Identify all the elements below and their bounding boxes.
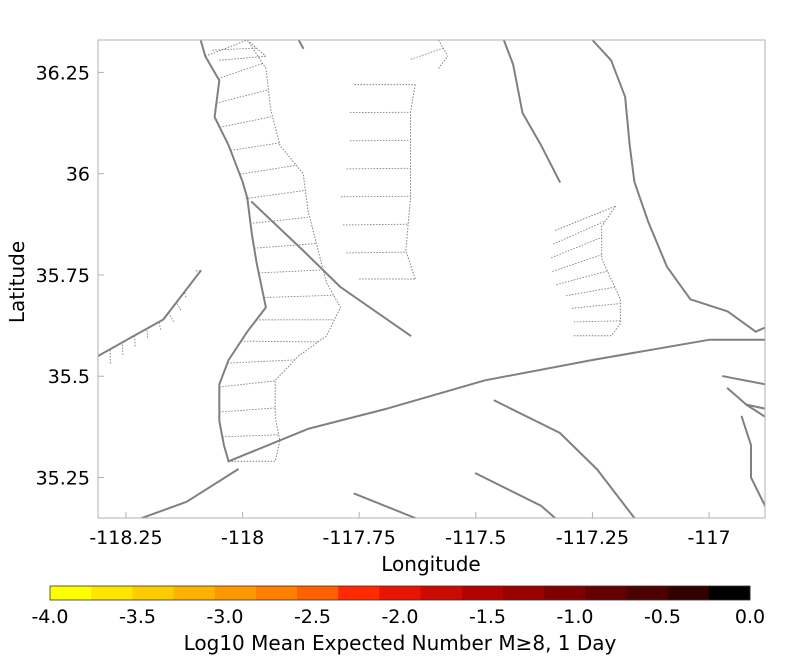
colorbar-swatch [544,586,586,600]
fault-trace [493,399,636,518]
x-axis-ticks: -118.25 -118 -117.75 -117.5 -117.25 -117 [89,512,731,549]
colorbar-swatch [708,586,751,600]
fault-trace [353,492,417,518]
y-tick-label: 36.25 [36,62,90,84]
y-tick-label: 35.75 [36,265,90,287]
colorbar-tick-label: -4.0 [31,606,68,628]
x-tick-label: -117.5 [445,527,506,549]
fault-trace [754,326,765,333]
colorbar-swatch [667,586,710,600]
x-tick-label: -118 [221,527,264,549]
x-tick-label: -117.75 [323,527,396,549]
x-tick-label: -117.25 [556,527,629,549]
fault-trace [139,468,239,518]
x-tick-label: -118.25 [89,527,162,549]
fault-trace [591,40,757,333]
colorbar-swatch [585,586,627,600]
fault-trace [722,375,765,386]
colorbar-swatch [461,586,504,600]
fault-trace [502,40,561,183]
fault-plane-outline [205,40,342,462]
x-tick-label: -117 [687,527,730,549]
y-tick-label: 35.25 [36,467,90,489]
colorbar-swatch [338,586,380,600]
colorbar-swatch [214,586,257,600]
colorbar-swatch [50,586,92,600]
y-axis-title: Latitude [5,241,29,323]
colorbar-swatch [502,586,545,600]
colorbar-title: Log10 Mean Expected Number M≥8, 1 Day [184,631,617,655]
colorbar-swatch [379,586,421,600]
colorbar-tick-label: -0.5 [644,606,681,628]
fault-trace [726,387,765,418]
map-plot-frame [97,39,766,519]
colorbar-tick-label: 0.0 [735,606,765,628]
y-tick-label: 36 [66,164,90,186]
colorbar-swatch [255,586,298,600]
fault-trace [745,403,765,410]
colorbar-swatch [420,586,463,600]
colorbar-tick-label: -2.0 [381,606,418,628]
colorbar [49,585,751,601]
fault-plane-outline [340,84,416,280]
x-axis-title: Longitude [381,552,480,576]
colorbar-swatch [173,586,216,600]
fault-trace [740,415,765,507]
colorbar-tick-label: -2.5 [294,606,331,628]
colorbar-tick-label: -1.0 [556,606,593,628]
colorbar-swatch [132,586,174,600]
fault-plane-outline [550,205,621,337]
fault-trace [250,201,412,337]
colorbar-swatch [91,586,133,600]
fault-trace [474,472,557,518]
colorbar-ticks: -4.0 -3.5 -3.0 -2.5 -2.0 -1.5 -1.0 -0.5 0.0 [31,606,765,628]
fault-trace [227,338,765,463]
colorbar-tick-label: -1.5 [469,606,506,628]
fault-plane-outline [98,270,201,373]
fault-plane-outline [205,40,267,61]
y-axis-ticks: 36.25 36 35.75 35.5 35.25 [36,62,104,489]
colorbar-tick-label: -3.5 [119,606,156,628]
fault-trace [199,40,267,463]
colorbar-frame [49,585,751,601]
fault-trace [297,40,305,50]
colorbar-tick-label: -3.0 [206,606,243,628]
colorbar-swatch [626,586,669,600]
fault-plane-outline [396,40,449,69]
colorbar-swatch [297,586,339,600]
fault-trace [98,269,202,357]
y-tick-label: 35.5 [48,366,90,388]
fault-lines-layer [98,40,765,518]
